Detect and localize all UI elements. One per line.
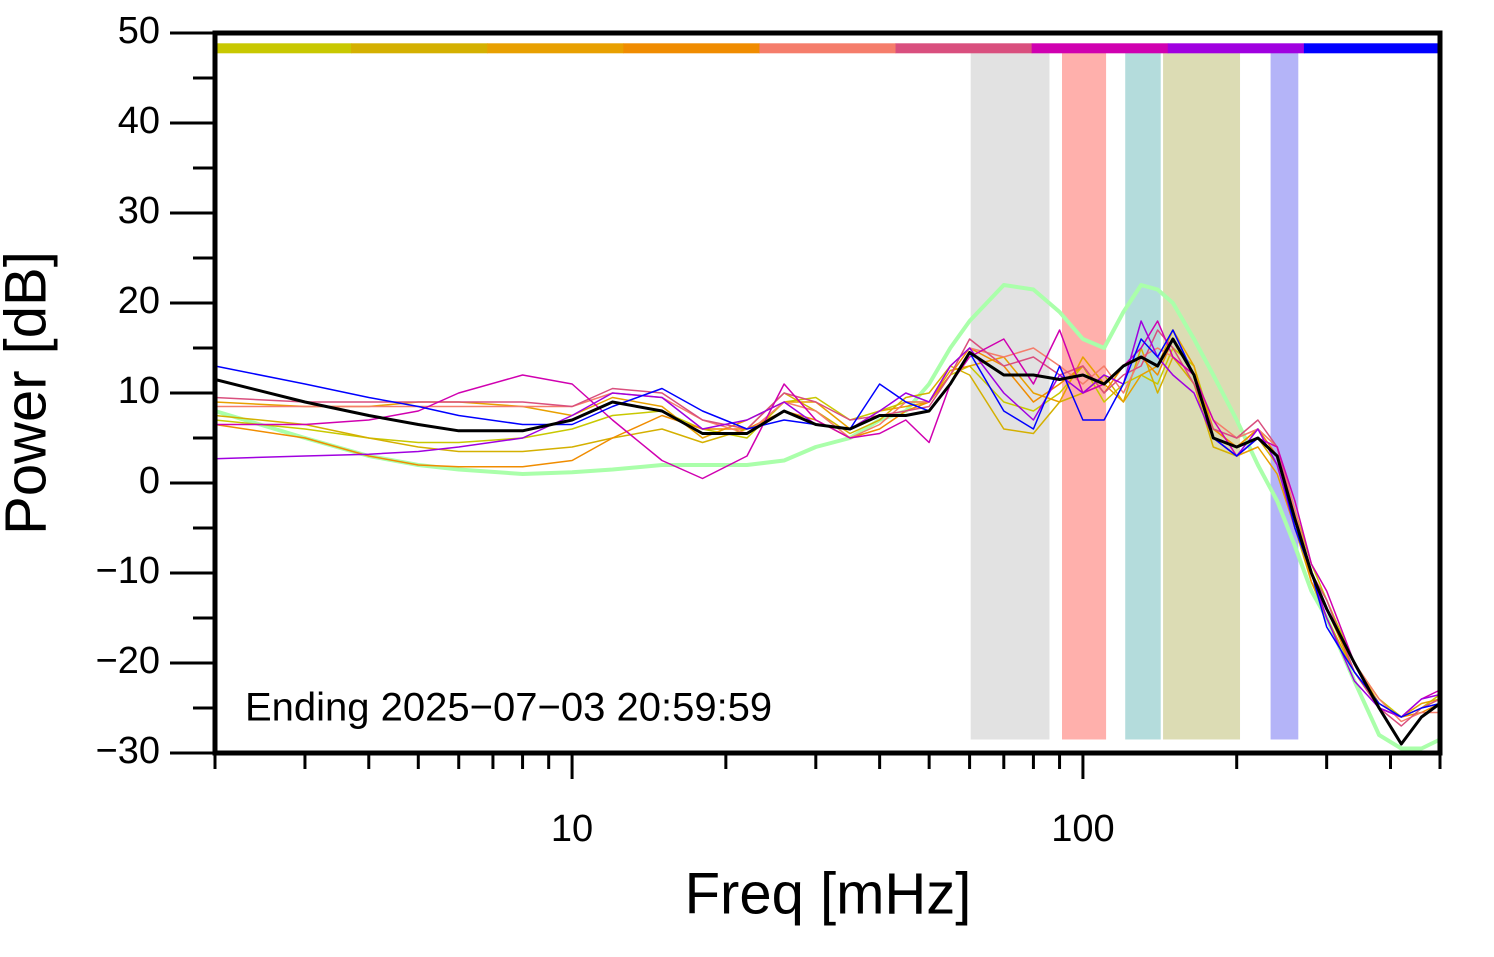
y-axis-label: Power [dB] — [0, 251, 58, 535]
series-line — [214, 329, 1441, 718]
y-tick-label: −20 — [96, 640, 160, 682]
frequency-band — [1125, 51, 1161, 740]
plot-lines — [214, 283, 1441, 751]
color-bar-segment — [351, 43, 488, 54]
y-tick-label: 50 — [118, 10, 160, 52]
y-tick-label: 30 — [118, 190, 160, 232]
plot-frame — [212, 30, 1443, 756]
series-line — [214, 320, 1441, 718]
y-tick-label: 20 — [118, 280, 160, 322]
color-bar-segment — [1031, 43, 1169, 54]
series-line — [214, 347, 1441, 718]
series-line — [214, 329, 1441, 718]
color-bar-segment — [759, 43, 897, 54]
y-tick-label: 40 — [118, 100, 160, 142]
color-bar-segment — [487, 43, 624, 54]
series-line — [214, 337, 1441, 746]
y-tick-label: 10 — [118, 370, 160, 412]
series-line — [215, 320, 1441, 718]
color-bar-segment — [1303, 43, 1441, 54]
frequency-band — [1270, 51, 1299, 740]
color-bar-segment — [623, 43, 760, 54]
color-bar-segment — [1167, 43, 1305, 54]
y-tick-label: −10 — [96, 550, 160, 592]
axes: −30 −20 −10 0 10 20 30 40 50 10 100 — [96, 10, 1443, 850]
color-bar-segment — [895, 43, 1033, 54]
x-axis-label: Freq [mHz] — [685, 861, 972, 926]
x-tick-label: 10 — [551, 808, 593, 850]
series-line — [214, 347, 1441, 718]
plot-underlay — [215, 43, 1441, 740]
series-line — [215, 347, 1440, 723]
x-tick-label: 100 — [1051, 808, 1114, 850]
color-bar-segment — [215, 43, 352, 54]
frequency-band — [1062, 51, 1107, 740]
y-tick-label: 0 — [139, 460, 160, 502]
series-line — [214, 329, 1441, 727]
frequency-band — [970, 51, 1050, 740]
series-line — [214, 338, 1441, 718]
annotation: Ending 2025−07−03 20:59:59 — [245, 686, 772, 730]
y-tick-label: −30 — [96, 730, 160, 772]
series-line — [214, 283, 1441, 751]
